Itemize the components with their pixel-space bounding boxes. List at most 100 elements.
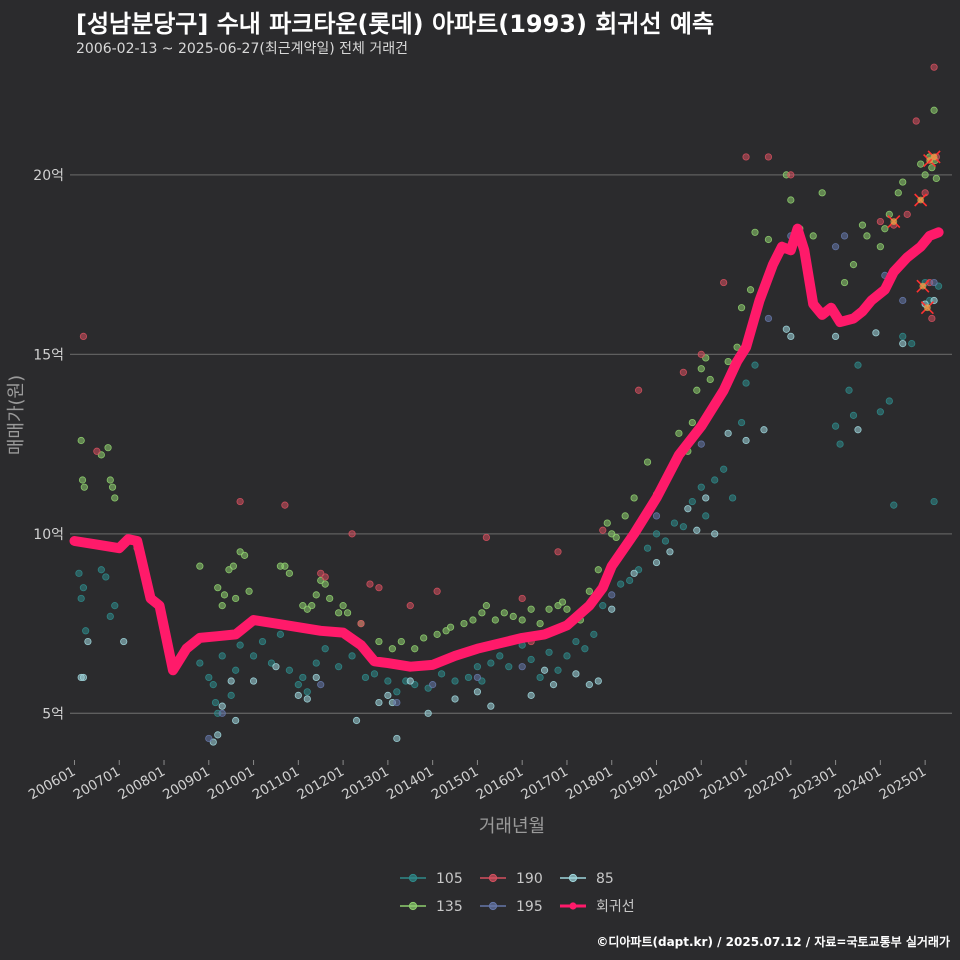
x-tick-label: 201801 (563, 764, 616, 804)
data-point-s85 (84, 637, 92, 646)
data-point-s135 (397, 637, 405, 646)
data-point-s105 (670, 519, 679, 527)
data-point-s105 (77, 594, 85, 603)
data-point-s105 (836, 440, 844, 448)
data-point-s190 (599, 526, 607, 534)
data-point-s135 (858, 221, 867, 229)
data-point-s195 (473, 673, 482, 682)
legend-key-point (488, 901, 498, 911)
data-point-s135 (104, 444, 112, 452)
data-point-s135 (78, 476, 87, 484)
data-point-s135 (921, 171, 929, 179)
data-point-s135 (527, 605, 535, 613)
data-point-s105 (348, 652, 356, 660)
data-point-s85 (742, 436, 750, 445)
data-point-s105 (751, 361, 759, 369)
data-point-s190 (79, 332, 88, 341)
data-point-s190 (433, 587, 441, 595)
chart-title: [성남분당구] 수내 파크타운(롯데) 아파트(1993) 회귀선 예측 (76, 10, 715, 38)
data-point-s135 (326, 594, 334, 603)
data-point-s105 (196, 659, 204, 667)
data-point-s85 (594, 677, 602, 685)
data-point-s135 (787, 196, 795, 204)
data-point-s85 (760, 426, 768, 434)
data-point-s135 (460, 619, 468, 628)
data-point-s195 (930, 278, 938, 287)
data-point-s105 (451, 677, 459, 685)
data-point-s135 (343, 609, 352, 617)
legend-label: 190 (516, 871, 543, 887)
data-point-s135 (932, 174, 940, 183)
data-point-s105 (79, 584, 88, 592)
legend-label: 105 (436, 871, 463, 887)
data-point-s195 (840, 232, 849, 240)
data-point-s195 (518, 663, 526, 671)
data-point-s105 (218, 652, 226, 660)
data-point-s105 (321, 645, 329, 653)
data-point-s195 (429, 681, 437, 689)
x-tick-label: 201701 (518, 764, 571, 804)
data-point-s135 (446, 623, 455, 631)
data-point-s135 (241, 551, 249, 559)
data-point-s135 (751, 228, 759, 236)
data-point-s105 (720, 465, 728, 473)
data-point-s135 (675, 429, 683, 437)
x-tick-label: 202001 (653, 764, 706, 804)
data-point-s105 (438, 670, 446, 678)
data-point-s135 (737, 304, 746, 312)
data-point-s135 (281, 562, 289, 570)
data-point-s85 (630, 569, 638, 577)
data-point-s85 (487, 702, 495, 710)
data-point-s105 (711, 476, 719, 484)
data-point-s105 (276, 630, 285, 638)
y-tick-label: 20억 (33, 168, 64, 184)
data-point-s135 (928, 164, 936, 172)
x-tick-label: 200601 (26, 764, 79, 804)
data-point-s85 (572, 670, 580, 678)
data-point-s85 (585, 681, 593, 689)
data-point-s135 (930, 106, 938, 114)
data-point-s105 (102, 573, 110, 581)
data-point-s105 (626, 576, 634, 585)
x-tick-label: 202401 (832, 764, 885, 804)
data-point-s105 (211, 698, 220, 707)
data-point-s105 (299, 673, 307, 682)
data-point-s85 (702, 494, 710, 502)
data-point-s105 (590, 630, 598, 638)
data-point-s135 (214, 584, 222, 592)
data-point-s135 (411, 645, 419, 653)
data-point-s105 (697, 483, 705, 491)
data-point-s105 (563, 652, 571, 660)
flagged-point (930, 153, 938, 161)
data-point-s105 (688, 497, 696, 506)
data-point-s105 (82, 627, 90, 635)
data-point-s190 (903, 210, 911, 218)
data-point-s135 (818, 189, 826, 197)
data-point-s195 (218, 709, 226, 717)
data-point-s85 (684, 505, 692, 513)
y-tick-label: 5억 (42, 706, 64, 722)
data-point-s135 (706, 375, 714, 384)
data-point-s85 (272, 663, 280, 671)
data-point-s105 (106, 612, 114, 621)
data-point-s135 (863, 232, 871, 240)
data-point-s135 (77, 436, 85, 445)
data-point-s105 (303, 688, 311, 696)
data-point-s105 (652, 530, 661, 538)
data-point-s190 (764, 153, 773, 161)
data-point-s135 (536, 619, 544, 628)
data-point-s135 (388, 645, 396, 653)
x-tick-label: 202301 (787, 764, 840, 804)
data-point-s135 (491, 616, 499, 624)
data-point-s135 (585, 587, 593, 595)
x-tick-label: 202501 (876, 764, 929, 804)
data-point-s85 (854, 426, 862, 434)
data-point-s135 (876, 243, 884, 251)
data-point-s105 (554, 666, 562, 674)
data-point-s135 (335, 609, 343, 617)
x-tick-label: 201601 (474, 764, 527, 804)
data-point-s135 (482, 602, 490, 610)
data-point-s85 (473, 688, 482, 696)
data-point-s135 (245, 587, 253, 595)
data-point-s135 (106, 476, 114, 484)
